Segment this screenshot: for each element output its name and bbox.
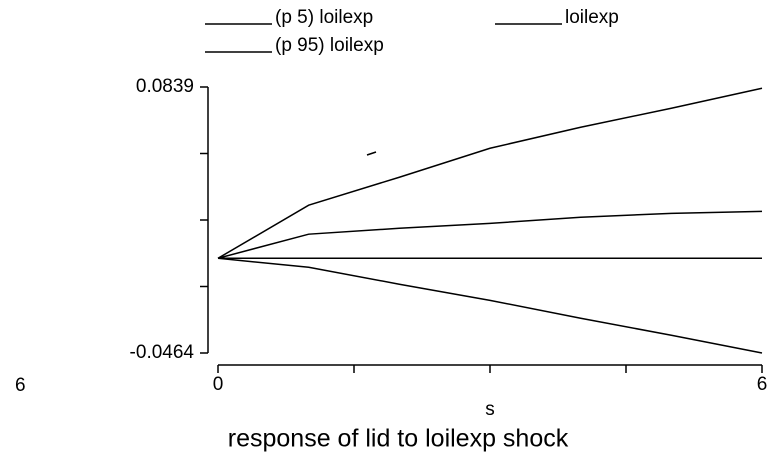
stray-label: 6	[15, 375, 26, 396]
legend-label: (p 5) loilexp	[275, 7, 373, 28]
y-tick-label: -0.0464	[130, 342, 195, 363]
x-axis-label: s	[485, 399, 495, 420]
legend-label: (p 95) loilexp	[275, 35, 384, 56]
y-tick-label: 0.0839	[136, 76, 194, 97]
series-line	[217, 210, 763, 260]
x-tick-label: 6	[757, 374, 768, 395]
x-tick-label: 0	[213, 374, 224, 395]
legend-label: loilexp	[565, 7, 619, 28]
stray-mark	[366, 151, 377, 156]
series-line	[217, 87, 763, 259]
series-line	[217, 257, 763, 354]
chart-title: response of lid to loilexp shock	[228, 425, 569, 453]
